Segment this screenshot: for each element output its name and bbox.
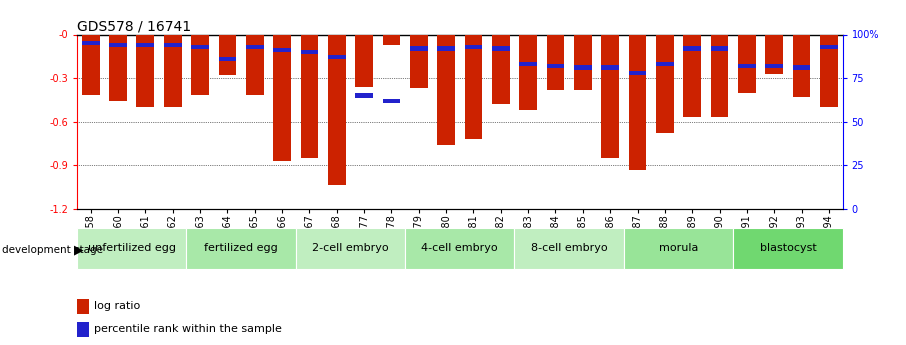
Bar xyxy=(438,34,455,145)
Bar xyxy=(629,34,646,169)
Bar xyxy=(137,34,154,107)
Bar xyxy=(820,45,838,49)
Bar xyxy=(492,34,510,104)
Bar xyxy=(77,299,90,314)
Text: percentile rank within the sample: percentile rank within the sample xyxy=(94,325,282,334)
Text: 4-cell embryo: 4-cell embryo xyxy=(421,244,498,253)
Bar xyxy=(77,228,187,269)
Bar xyxy=(191,45,209,49)
Bar xyxy=(793,34,811,97)
Text: GDS578 / 16741: GDS578 / 16741 xyxy=(77,19,191,33)
Bar xyxy=(77,322,90,337)
Text: blastocyst: blastocyst xyxy=(759,244,816,253)
Bar xyxy=(274,48,291,52)
Bar xyxy=(187,228,295,269)
Bar xyxy=(82,41,100,46)
Bar xyxy=(301,34,318,158)
Bar xyxy=(295,228,405,269)
Bar xyxy=(82,34,100,96)
Bar xyxy=(738,34,756,92)
Bar xyxy=(328,55,346,59)
Bar xyxy=(629,71,646,75)
Bar xyxy=(355,93,373,98)
Text: development stage: development stage xyxy=(2,245,102,255)
Bar xyxy=(602,34,619,158)
Bar xyxy=(710,34,728,117)
Bar xyxy=(546,64,564,68)
Bar xyxy=(683,34,701,117)
Bar xyxy=(492,46,510,51)
Bar xyxy=(164,43,181,47)
Bar xyxy=(465,45,482,49)
Bar xyxy=(246,45,264,49)
Bar xyxy=(820,34,838,107)
Text: morula: morula xyxy=(659,244,699,253)
Bar xyxy=(656,62,674,66)
Bar xyxy=(515,228,624,269)
Text: 8-cell embryo: 8-cell embryo xyxy=(531,244,608,253)
Bar xyxy=(218,57,236,61)
Bar xyxy=(355,34,373,87)
Bar xyxy=(246,34,264,96)
Bar xyxy=(766,64,783,68)
Text: ▶: ▶ xyxy=(74,244,84,257)
Bar xyxy=(328,34,346,186)
Bar xyxy=(410,46,428,51)
Bar xyxy=(766,34,783,74)
Bar xyxy=(624,228,733,269)
Bar xyxy=(683,46,701,51)
Bar xyxy=(656,34,674,133)
Text: log ratio: log ratio xyxy=(94,301,140,311)
Bar xyxy=(573,66,592,70)
Bar xyxy=(191,34,209,96)
Bar xyxy=(602,66,619,70)
Bar xyxy=(382,34,400,45)
Text: fertilized egg: fertilized egg xyxy=(204,244,278,253)
Bar xyxy=(109,34,127,101)
Bar xyxy=(218,34,236,75)
Bar xyxy=(109,43,127,47)
Bar xyxy=(137,43,154,47)
Bar xyxy=(438,46,455,51)
Bar xyxy=(410,34,428,88)
Bar xyxy=(519,34,537,110)
Text: 2-cell embryo: 2-cell embryo xyxy=(312,244,389,253)
Bar xyxy=(546,34,564,90)
Bar xyxy=(405,228,515,269)
Bar xyxy=(164,34,181,107)
Bar xyxy=(738,64,756,68)
Bar xyxy=(274,34,291,161)
Bar xyxy=(793,66,811,70)
Bar xyxy=(733,228,843,269)
Text: unfertilized egg: unfertilized egg xyxy=(88,244,176,253)
Bar xyxy=(573,34,592,90)
Bar xyxy=(382,99,400,103)
Bar xyxy=(465,34,482,139)
Bar xyxy=(301,50,318,54)
Bar xyxy=(519,62,537,66)
Bar xyxy=(710,46,728,51)
